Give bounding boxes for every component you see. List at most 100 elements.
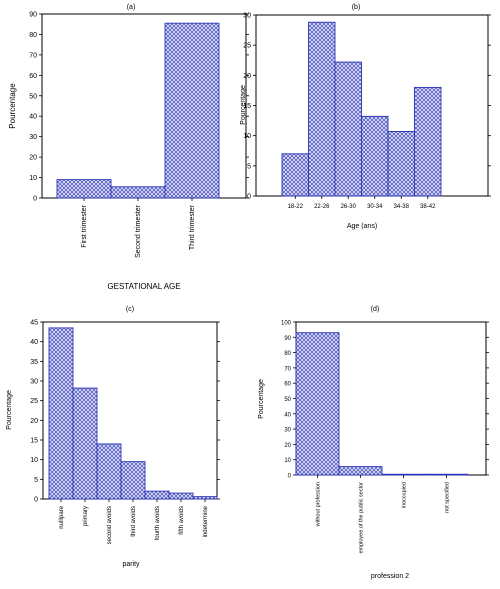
x-tick-label-d-2: inoccupied <box>402 482 408 508</box>
y-tick-label-a-8: 80 <box>29 32 37 39</box>
x-tick-label-c-5: fifth avoids <box>179 506 185 535</box>
x-tick-label-b-3: 30-34 <box>367 204 383 210</box>
y-tick-label-a-1: 10 <box>29 175 37 182</box>
y-axis-label-a: Pourcentage <box>8 83 17 129</box>
y-tick-label-d-2: 20 <box>284 443 291 449</box>
y-tick-label-a-3: 30 <box>29 134 37 141</box>
panel-label-c: (c) <box>126 306 134 313</box>
bar-b-5 <box>414 86 442 197</box>
y-tick-label-d-8: 80 <box>284 351 291 357</box>
bar-b-1 <box>308 21 336 197</box>
x-axis-label-c: parity <box>122 561 140 568</box>
y-tick-label-b-0: 0 <box>247 194 251 201</box>
bar-d-0 <box>295 332 340 476</box>
chart-panel-c: (c) 0 5 10 15 20 25 30 35 40 45 nullipare primary s… <box>6 306 220 568</box>
y-tick-label-a-7: 70 <box>29 52 37 59</box>
chart-panel-b: (b) 0 5 10 15 20 25 30 18-22 22-26 26-30 30-34 34-… <box>240 4 491 230</box>
x-tick-labels-b: 18-22 22-26 26-30 30-34 34-38 38-42 <box>288 196 436 210</box>
bar-b-2 <box>334 61 362 197</box>
y-tick-label-c-0: 0 <box>34 497 38 504</box>
bar-a-2 <box>164 22 220 199</box>
y-tick-label-c-9: 45 <box>30 320 38 327</box>
y-tick-label-d-10: 100 <box>281 321 292 327</box>
bar-a-0 <box>56 179 112 199</box>
x-tick-label-c-0: nullipare <box>59 505 65 528</box>
bar-c-3 <box>120 461 146 500</box>
y-axis-label-c: Pourcentage <box>6 390 13 430</box>
panel-label-a: (a) <box>127 4 136 11</box>
bar-b-0 <box>281 153 309 197</box>
y-tick-label-d-4: 40 <box>284 412 291 418</box>
y-tick-label-b-4: 20 <box>243 73 251 80</box>
bar-c-6 <box>192 496 218 500</box>
x-tick-label-d-0: without profession <box>316 482 322 527</box>
bar-d-3 <box>424 473 469 476</box>
y-tick-label-d-9: 90 <box>284 336 291 342</box>
x-tick-label-c-3: third avoids <box>131 506 137 537</box>
x-tick-labels-a: First trimester Second trimester Third tri… <box>81 198 196 258</box>
bar-b-3 <box>361 115 389 197</box>
y-tick-label-a-2: 20 <box>29 155 37 162</box>
y-tick-label-c-2: 10 <box>30 457 38 464</box>
y-tick-label-d-1: 10 <box>284 458 291 464</box>
y-ticks-d: 0 10 20 30 40 50 60 70 80 90 100 <box>281 321 489 480</box>
y-tick-label-b-5: 25 <box>243 43 251 50</box>
panel-label-d: (d) <box>371 306 380 313</box>
bar-c-1 <box>72 387 98 500</box>
bar-a-1 <box>110 186 166 199</box>
bar-b-4 <box>387 130 415 197</box>
x-tick-label-b-1: 22-26 <box>314 204 330 210</box>
x-tick-label-a-1: Second trimester <box>135 204 142 258</box>
x-tick-label-a-2: Third trimester <box>189 204 196 250</box>
bar-c-4 <box>144 490 170 500</box>
y-tick-label-a-4: 40 <box>29 114 37 121</box>
x-tick-label-b-4: 34-38 <box>394 204 410 210</box>
y-tick-label-d-6: 60 <box>284 382 291 388</box>
bars-d <box>295 332 469 476</box>
y-tick-label-c-8: 40 <box>30 339 38 346</box>
y-tick-label-b-1: 5 <box>247 163 251 170</box>
panel-label-b: (b) <box>352 4 361 11</box>
y-axis-label-b: Pourcentage <box>240 85 247 125</box>
y-tick-label-b-6: 30 <box>243 13 251 20</box>
bars-a <box>56 22 220 199</box>
y-tick-label-c-6: 30 <box>30 379 38 386</box>
y-tick-label-b-2: 10 <box>243 133 251 140</box>
chart-panel-d: (d) 0 10 20 30 40 50 60 70 80 90 100 without profe… <box>258 306 489 580</box>
x-tick-label-d-3: not specified <box>445 482 451 513</box>
bar-d-1 <box>338 466 383 476</box>
y-tick-label-a-9: 90 <box>29 12 37 19</box>
bar-c-0 <box>48 327 74 500</box>
x-axis-label-b: Age (ans) <box>347 223 377 230</box>
bar-c-2 <box>96 443 122 500</box>
y-tick-label-a-0: 0 <box>33 196 37 203</box>
x-tick-label-b-5: 38-42 <box>420 204 436 210</box>
y-tick-label-a-6: 60 <box>29 73 37 80</box>
bars-c <box>48 327 218 500</box>
x-tick-label-b-2: 26-30 <box>341 204 357 210</box>
y-tick-label-d-5: 50 <box>284 397 291 403</box>
x-tick-labels-c: nullipare primary second avoids third avoid… <box>59 499 209 544</box>
bar-c-5 <box>168 492 194 500</box>
x-axis-label-a: GESTATIONAL AGE <box>107 282 180 291</box>
bars-b <box>281 21 442 197</box>
y-tick-label-c-1: 5 <box>34 477 38 484</box>
y-tick-label-b-3: 15 <box>243 103 251 110</box>
x-tick-label-c-4: fourth avoids <box>155 506 161 540</box>
y-tick-label-c-7: 35 <box>30 359 38 366</box>
x-tick-label-b-0: 18-22 <box>288 204 304 210</box>
x-tick-labels-d: without profession employee of the public… <box>316 475 451 554</box>
y-tick-label-a-5: 50 <box>29 93 37 100</box>
x-tick-label-a-0: First trimester <box>81 204 88 247</box>
x-tick-label-c-1: primary <box>83 506 89 526</box>
y-ticks-b: 0 5 10 15 20 25 30 <box>243 13 491 201</box>
y-axis-label-d: Pourcentage <box>258 379 265 419</box>
x-tick-label-c-6: indetermine <box>203 505 209 537</box>
y-tick-label-d-7: 70 <box>284 366 291 372</box>
bar-d-2 <box>381 473 426 476</box>
y-ticks-c: 0 5 10 15 20 25 30 35 40 45 <box>30 320 220 504</box>
y-tick-label-c-3: 15 <box>30 438 38 445</box>
